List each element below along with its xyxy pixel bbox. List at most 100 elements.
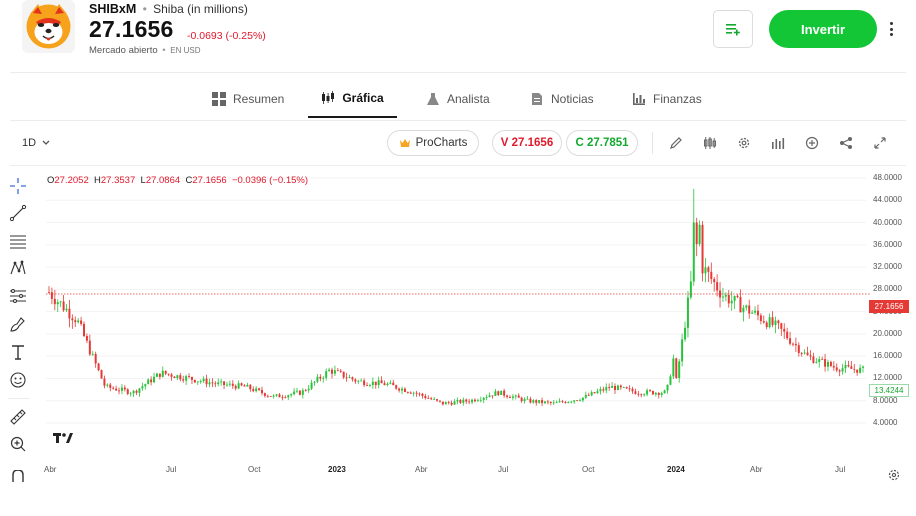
candle-body (783, 328, 786, 332)
chart-settings-icon[interactable] (884, 465, 904, 485)
candle-body (625, 387, 628, 389)
candle-body (684, 327, 687, 340)
candle-body (751, 312, 754, 314)
ohlc-legend: O27.2052 H27.3537 L27.0864 C27.1656 −0.0… (47, 175, 308, 186)
candle-body (651, 390, 654, 395)
pattern-icon[interactable] (8, 258, 28, 278)
candle-body (234, 385, 237, 389)
text-icon[interactable] (8, 342, 28, 362)
sell-price-button[interactable]: V 27.1656 (492, 130, 562, 156)
ruler-icon[interactable] (8, 407, 28, 427)
candle-body (170, 374, 173, 377)
candle-body (403, 388, 406, 392)
tab-resumen[interactable]: Resumen (212, 80, 284, 118)
section-tabs: Resumen Gráfica Analista Noticias Finanz… (0, 80, 916, 118)
candle-body (786, 331, 789, 339)
candle-body (660, 393, 663, 396)
candle-body (678, 361, 681, 379)
candle-body (211, 382, 214, 384)
candle-body (561, 401, 564, 403)
candle-body (835, 367, 838, 371)
invest-button[interactable]: Invertir (769, 10, 877, 48)
candles-icon (322, 91, 335, 104)
price-chart[interactable] (40, 168, 916, 486)
magnet-icon[interactable] (8, 470, 28, 482)
trend-line-icon[interactable] (8, 203, 28, 223)
candle-body (762, 321, 765, 323)
candle-body (225, 384, 228, 386)
ohlc-high-label: H (94, 175, 101, 186)
candle-body (719, 290, 722, 298)
candle-body (424, 395, 427, 399)
candle-body (546, 401, 549, 403)
emoji-icon[interactable] (8, 370, 28, 390)
candle-body (578, 400, 581, 402)
candle-body (774, 320, 777, 325)
candle-body (295, 390, 298, 392)
procharts-button[interactable]: ProCharts (387, 130, 479, 156)
share-icon[interactable] (838, 135, 854, 151)
candle-body (447, 402, 450, 403)
candle-body (649, 390, 652, 392)
candle-body (196, 381, 199, 383)
candle-body (91, 353, 94, 355)
candle-body (199, 381, 202, 382)
candle-body (844, 365, 847, 369)
candle-body (316, 376, 319, 382)
candle-body (135, 390, 138, 393)
candle-body (65, 308, 68, 311)
candle-body (368, 385, 371, 386)
candle-body (841, 368, 844, 372)
tab-analista[interactable]: Analista (426, 80, 490, 118)
tab-finanzas[interactable]: Finanzas (632, 80, 702, 118)
candle-body (508, 396, 511, 398)
watchlist-button[interactable] (713, 10, 753, 48)
candle-type-icon[interactable] (702, 135, 718, 151)
brush-icon[interactable] (8, 314, 28, 334)
candle-body (287, 395, 290, 398)
ohlc-open-label: O (47, 175, 55, 186)
timeframe-value: 1D (22, 137, 37, 149)
tab-noticias[interactable]: Noticias (530, 80, 594, 118)
ohlc-open: 27.2052 (54, 175, 89, 186)
candle-body (48, 292, 50, 293)
crosshair-icon[interactable] (8, 176, 28, 196)
candle-body (479, 399, 482, 401)
fib-icon[interactable] (8, 286, 28, 306)
tab-grafica[interactable]: Gráfica (308, 80, 397, 118)
candle-body (325, 371, 328, 378)
candle-body (535, 400, 538, 403)
add-circle-icon[interactable] (804, 135, 820, 151)
settings-icon[interactable] (736, 135, 752, 151)
timeframe-select[interactable]: 1D (22, 137, 50, 149)
candle-body (829, 361, 832, 367)
candle-body (313, 381, 316, 383)
candle-body (205, 378, 208, 385)
candle-body (821, 359, 824, 360)
tradingview-logo (52, 430, 74, 446)
candle-body (301, 390, 304, 395)
candle-body (716, 282, 719, 291)
x-tick-label: Oct (582, 465, 595, 474)
zoom-in-icon[interactable] (8, 434, 28, 454)
candle-body (756, 310, 759, 316)
procharts-label: ProCharts (415, 137, 468, 149)
candle-body (803, 352, 806, 354)
ohlc-low-label: L (140, 175, 146, 186)
candle-body (643, 394, 646, 396)
y-tick-label: 4.0000 (873, 418, 898, 427)
candle-body (106, 384, 109, 386)
pencil-icon[interactable] (668, 135, 684, 151)
candle-body (453, 401, 456, 405)
fullscreen-icon[interactable] (872, 135, 888, 151)
candle-body (856, 369, 859, 373)
kebab-menu-icon[interactable] (884, 20, 898, 38)
candle-body (564, 402, 567, 403)
candle-body (669, 376, 672, 385)
candle-body (304, 390, 307, 392)
candle-body (258, 388, 261, 390)
indicators-icon[interactable] (770, 135, 786, 151)
buy-price-button[interactable]: C 27.7851 (566, 130, 638, 156)
horizontal-lines-icon[interactable] (8, 231, 28, 251)
candle-body (681, 339, 684, 362)
